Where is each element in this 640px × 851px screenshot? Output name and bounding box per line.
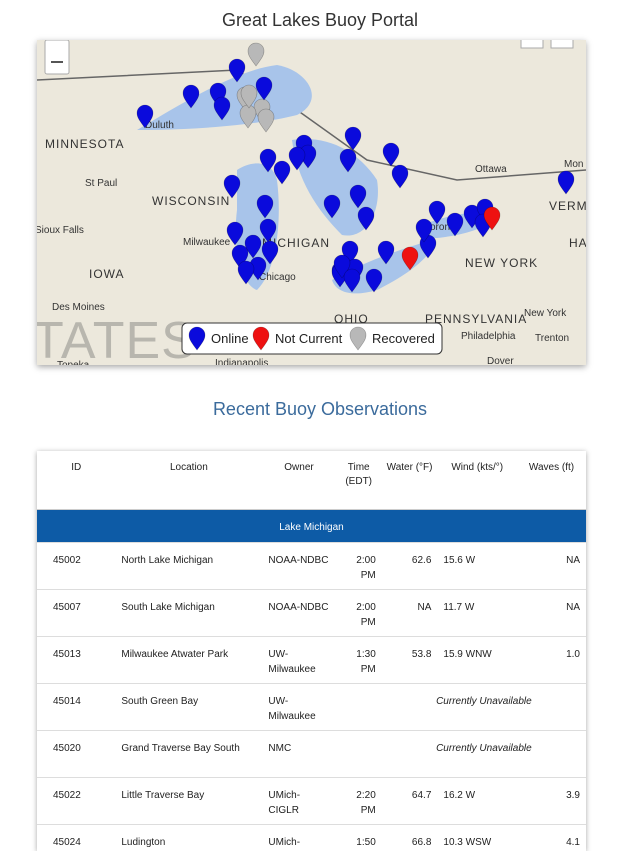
table-cell: 64.7 [382,778,438,825]
column-header: Waves (ft) [517,451,586,510]
column-header: Owner [262,451,335,510]
map-label: Ottawa [475,164,507,175]
map-label: NEW YORK [465,256,538,270]
table-cell: 45014 [37,684,115,731]
legend-label: Online [211,331,249,346]
map-label: Philadelphia [461,331,516,342]
column-header: Location [115,451,262,510]
map-label: Dover [487,356,514,365]
group-row: Lake Michigan [37,510,586,543]
map-label: Indianapolis [215,358,268,365]
table-cell: 2:00 PM [336,543,382,590]
table-cell: North Lake Michigan [115,543,262,590]
table-cell: 53.8 [382,637,438,684]
table-cell: 45002 [37,543,115,590]
column-header: ID [37,451,115,510]
table-cell: 1:50 PM [336,825,382,851]
map-label: New York [524,308,567,319]
table-cell: 15.6 W [437,543,517,590]
table-cell: NA [517,590,586,637]
table-cell: Ludington [115,825,262,851]
table-cell: 45020 [37,731,115,778]
table-cell: 62.6 [382,543,438,590]
table-cell: 11.7 W [437,590,517,637]
table-cell: 3.9 [517,778,586,825]
column-header: Time (EDT) [336,451,382,510]
table-cell: 1:30 PM [336,637,382,684]
table-cell: 10.3 WSW [437,825,517,851]
map-label: Milwaukee [183,237,231,248]
table-cell: 45024 [37,825,115,851]
map-label: Sioux Falls [37,225,84,236]
table-cell: 2:00 PM [336,590,382,637]
table-cell: 1.0 [517,637,586,684]
map-label: Chicago [259,272,296,283]
table-cell: South Lake Michigan [115,590,262,637]
table-cell: 45007 [37,590,115,637]
table-cell: 16.2 W [437,778,517,825]
unavailable-note: Currently Unavailable [382,684,586,731]
table-cell: NA [382,590,438,637]
section-title: Recent Buoy Observations [0,399,640,420]
table-cell: 66.8 [382,825,438,851]
group-label: Lake Michigan [37,510,586,543]
table-cell: UW-Milwaukee [262,637,335,684]
table-cell: 4.1 [517,825,586,851]
layers-button[interactable] [521,40,543,48]
map-label: MINNESOTA [45,137,124,151]
map-label: HA [569,236,586,250]
table-cell: UMich-CIGLR [262,778,335,825]
column-header: Water (°F) [382,451,438,510]
map-label: VERM [549,199,586,213]
legend-label: Not Current [275,331,343,346]
table-cell: NOAA-NDBC [262,590,335,637]
column-header: Wind (kts/°) [437,451,517,510]
map-label: Trenton [535,333,569,344]
map-label: St Paul [85,178,117,189]
table-cell: NA [517,543,586,590]
table-cell: Little Traverse Bay [115,778,262,825]
table-cell: Grand Traverse Bay South [115,731,262,778]
table-cell [336,684,382,731]
table-cell: 45013 [37,637,115,684]
table-cell: NMC [262,731,335,778]
fullscreen-button[interactable] [551,40,573,48]
map-label: TATES [37,312,197,365]
unavailable-note: Currently Unavailable [382,731,586,778]
map-label: WISCONSIN [152,194,230,208]
table-cell: NOAA-NDBC [262,543,335,590]
map-label: IOWA [89,267,125,281]
table-cell: UW-Milwaukee [262,684,335,731]
table-cell: Milwaukee Atwater Park [115,637,262,684]
table-cell: 2:20 PM [336,778,382,825]
table-cell: UMich-CIGLR [262,825,335,851]
table-cell: 45022 [37,778,115,825]
legend-label: Recovered [372,331,435,346]
table-cell [336,731,382,778]
page-title: Great Lakes Buoy Portal [0,10,640,31]
map-label: Mon [564,159,583,170]
table-cell: South Green Bay [115,684,262,731]
table-cell: 15.9 WNW [437,637,517,684]
zoom-control[interactable] [45,40,69,74]
